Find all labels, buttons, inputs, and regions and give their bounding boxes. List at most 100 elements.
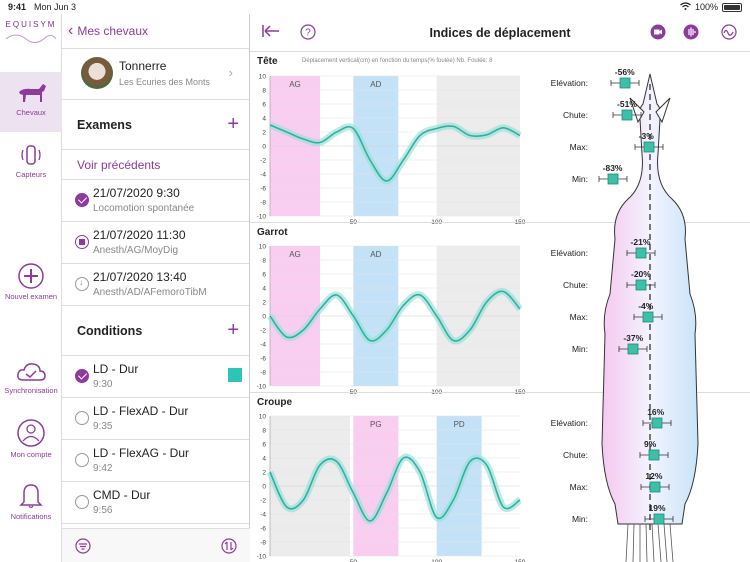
help-icon[interactable]: ?: [300, 24, 316, 45]
rail-item-mon-compte[interactable]: Mon compte: [0, 418, 62, 459]
metric-value: -21%: [630, 237, 651, 247]
metric-value: -37%: [623, 333, 644, 343]
panel-title-tete: Tête: [257, 56, 278, 67]
y-tick-label: 10: [259, 414, 267, 421]
condition-time: 9:42: [93, 463, 113, 474]
condition-name: CMD - Dur: [93, 488, 151, 502]
y-tick-label: -4: [260, 512, 266, 519]
condition-row[interactable]: LD - FlexAG - Dur 9:42: [62, 440, 249, 482]
metric-value: 12%: [645, 471, 663, 481]
rail-item-capteurs[interactable]: Capteurs: [0, 142, 62, 179]
metric-value: 16%: [647, 407, 665, 417]
exam-desc: Locomotion spontanée: [93, 203, 195, 214]
exam-desc: Anesth/AD/AFemoroTibM: [93, 287, 207, 298]
metric-boxplot: [639, 449, 669, 461]
y-tick-label: -10: [257, 384, 267, 391]
rail-item-notifications[interactable]: Notifications: [0, 480, 62, 521]
condition-name: LD - FlexAG - Dur: [93, 446, 190, 460]
sensor-icon: [21, 145, 41, 165]
audio-icon[interactable]: [683, 24, 699, 45]
y-tick-label: -6: [260, 526, 266, 533]
y-tick-label: 0: [262, 484, 266, 491]
metric-value: -83%: [602, 163, 623, 173]
metric-value: -3%: [638, 131, 654, 141]
metric-label: Max:: [569, 142, 588, 152]
back-button[interactable]: ‹ Mes chevaux: [62, 14, 249, 48]
condition-row[interactable]: CMD - Dur 9:56: [62, 482, 249, 524]
battery-icon: [722, 2, 742, 12]
condition-row[interactable]: LD - Dur 9:30: [62, 356, 249, 398]
avatar: [81, 57, 113, 89]
y-tick-label: 8: [262, 428, 266, 435]
metric-label: Elévation:: [550, 78, 588, 88]
rail-item-synchronisation[interactable]: Synchronisation: [0, 360, 62, 395]
stop-icon: [75, 235, 89, 249]
horse-card[interactable]: Tonnerre Les Ecuries des Monts ›: [62, 48, 249, 100]
rail-item-nouvel-examen[interactable]: Nouvel examen: [0, 262, 62, 301]
metric-label: Chute:: [562, 110, 588, 120]
filter-icon[interactable]: [75, 538, 91, 559]
rail-label-capteurs: Capteurs: [15, 170, 47, 179]
conditions-section-header: Conditions +: [62, 306, 249, 356]
condition-time: 9:35: [93, 421, 113, 432]
add-exam-button[interactable]: +: [227, 113, 239, 135]
exam-row[interactable]: 21/07/2020 11:30 Anesth/AG/MoyDig: [62, 222, 249, 264]
exam-date: 21/07/2020 9:30: [93, 186, 180, 200]
checked-icon[interactable]: [75, 369, 89, 383]
metric-boxplot: [644, 513, 673, 525]
svg-text:?: ?: [305, 28, 311, 39]
phase-band-label: PG: [370, 420, 382, 429]
conditions-title: Conditions: [77, 323, 143, 338]
rail-label-nouvel-examen: Nouvel examen: [4, 292, 58, 301]
plus-circle-icon: [18, 263, 44, 289]
checked-icon: [75, 193, 89, 207]
horse-sidebar: ‹ Mes chevaux Tonnerre Les Ecuries des M…: [62, 14, 250, 562]
y-tick-label: 10: [259, 244, 267, 251]
cloud-sync-icon: [17, 363, 46, 381]
exam-row[interactable]: 21/07/2020 13:40 Anesth/AD/AFemoroTibM: [62, 264, 249, 306]
see-previous-link[interactable]: Voir précédents: [62, 150, 249, 180]
rail-item-chevaux[interactable]: Chevaux: [0, 72, 62, 132]
condition-row[interactable]: LD - FlexAD - Dur 9:35: [62, 398, 249, 440]
status-bar: 9:41 Mon Jun 3 100%: [0, 0, 750, 14]
horse-icon: [19, 84, 46, 102]
chevron-right-icon: ›: [228, 65, 233, 80]
metric-label: Min:: [571, 344, 588, 354]
y-tick-label: -2: [260, 158, 266, 165]
radio-icon[interactable]: [75, 495, 89, 509]
top-bar: ? Indices de déplacement: [250, 14, 750, 52]
waveform-icon[interactable]: [721, 24, 737, 45]
exam-date: 21/07/2020 11:30: [93, 228, 186, 242]
page-title: Indices de déplacement: [429, 26, 571, 40]
series-line: [269, 290, 521, 342]
metric-value: 9%: [644, 439, 657, 449]
phase-band-label: AG: [289, 80, 301, 89]
y-tick-label: 6: [262, 272, 266, 279]
rail-label-notifications: Notifications: [10, 512, 52, 521]
y-tick-label: 6: [262, 102, 266, 109]
condition-name: LD - FlexAD - Dur: [93, 404, 189, 418]
y-tick-label: 2: [262, 130, 266, 137]
radio-icon[interactable]: [75, 411, 89, 425]
exam-desc: Anesth/AG/MoyDig: [93, 245, 179, 256]
y-tick-label: -8: [260, 540, 266, 547]
radio-icon[interactable]: [75, 453, 89, 467]
condition-name: LD - Dur: [93, 362, 139, 376]
exam-date: 21/07/2020 13:40: [93, 270, 187, 284]
y-tick-label: 4: [262, 286, 266, 293]
logo-swirl-icon: [5, 34, 57, 43]
horse-stable: Les Ecuries des Monts: [119, 77, 211, 87]
exam-row[interactable]: 21/07/2020 9:30 Locomotion spontanée: [62, 180, 249, 222]
logo-text: EQUISYM: [5, 20, 57, 29]
panel-title-garrot: Garrot: [257, 227, 288, 238]
sort-icon[interactable]: [221, 538, 237, 559]
exit-icon[interactable]: [262, 24, 280, 43]
metric-label: Chute:: [562, 280, 588, 290]
add-condition-button[interactable]: +: [227, 319, 239, 341]
metric-boxplot: [642, 417, 672, 429]
y-tick-label: -2: [260, 328, 266, 335]
metric-boxplot: [610, 77, 640, 89]
panel-divider: [250, 222, 750, 223]
sidebar-footer: [62, 528, 250, 562]
video-icon[interactable]: [650, 24, 666, 45]
